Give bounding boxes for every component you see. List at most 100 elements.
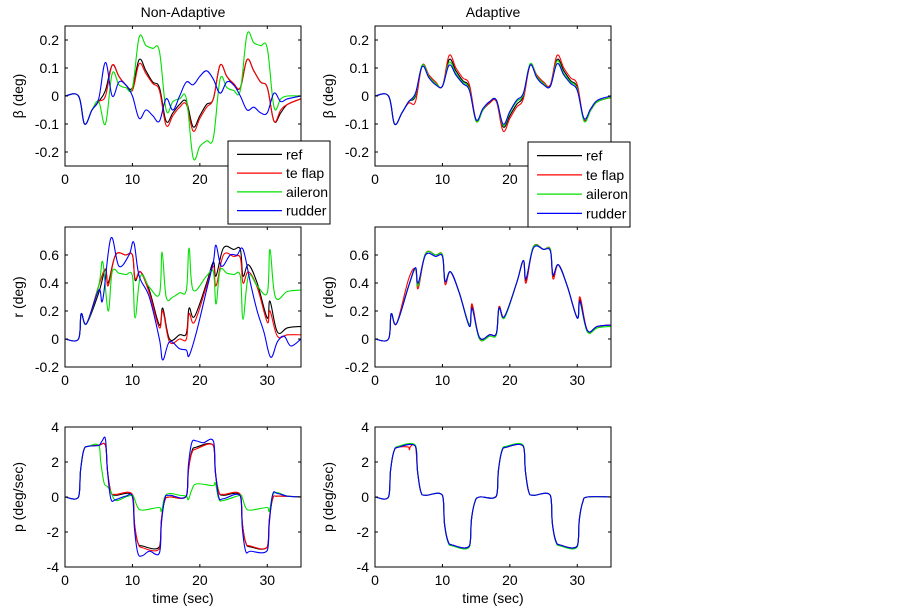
- x-tick-label: 30: [569, 572, 585, 588]
- series-line-te-flap: [65, 442, 301, 552]
- x-tick-label: 20: [502, 372, 518, 388]
- y-tick-label: 4: [51, 419, 59, 435]
- axes-frame: [64, 226, 302, 368]
- series-line-aileron: [65, 247, 301, 342]
- y-tick-label: 0.4: [40, 275, 60, 291]
- y-tick-label: 0: [51, 331, 59, 347]
- series-group: [375, 54, 611, 133]
- chart-r-nonadaptive: 0 10 20 300.60.40.20-0.2r (deg): [10, 226, 302, 388]
- y-tick-label: -2: [47, 524, 60, 540]
- x-tick-label: 10: [125, 372, 141, 388]
- x-tick-label: 10: [125, 171, 141, 187]
- chart-title: Non-Adaptive: [141, 4, 226, 20]
- x-tick-label: 20: [192, 372, 208, 388]
- y-axis-label: β (deg): [10, 74, 26, 119]
- y-tick-label: -0.1: [35, 116, 59, 132]
- x-tick-label: 0: [371, 572, 379, 588]
- y-tick-label: -4: [47, 559, 60, 575]
- x-tick-label: 0: [61, 171, 69, 187]
- legend: ref te flap aileron rudder: [227, 140, 331, 225]
- series-line-rudder: [65, 61, 301, 125]
- series-line-te-flap: [375, 54, 611, 133]
- plot-area: [65, 227, 301, 367]
- y-tick-label: 0: [51, 88, 59, 104]
- y-axis-label: p (deg/sec): [10, 462, 26, 532]
- chart-r-adaptive: 0 10 20 300.60.40.20-0.2r (deg): [320, 226, 612, 388]
- y-tick-label: 0.6: [40, 247, 60, 263]
- x-tick-label: 30: [259, 372, 275, 388]
- x-tick-label: 10: [435, 171, 451, 187]
- y-tick-label: 0.6: [350, 247, 370, 263]
- legend-label: te flap: [586, 167, 624, 183]
- x-tick-label: 30: [569, 372, 585, 388]
- series-line-rudder: [375, 63, 611, 126]
- series-line-rudder: [65, 436, 301, 557]
- legend-label: ref: [586, 148, 602, 164]
- series-line-rudder: [65, 236, 301, 361]
- x-tick-label: 30: [259, 572, 275, 588]
- y-tick-label: 0.2: [40, 32, 60, 48]
- x-tick-label: 20: [502, 572, 518, 588]
- axes-frame: [374, 226, 612, 368]
- y-tick-label: 0.1: [350, 60, 370, 76]
- legend-label: aileron: [286, 184, 328, 200]
- x-axis-label: time (sec): [462, 590, 523, 606]
- x-tick-label: 0: [61, 372, 69, 388]
- y-tick-label: 2: [51, 454, 59, 470]
- y-axis-label: β (deg): [320, 74, 336, 119]
- plot-area: [375, 427, 611, 567]
- y-tick-label: -0.2: [345, 359, 369, 375]
- series-group: [375, 243, 611, 342]
- x-tick-label: 10: [125, 572, 141, 588]
- y-tick-label: -0.2: [35, 144, 59, 160]
- y-tick-label: 0.2: [350, 32, 370, 48]
- series-line-aileron: [65, 443, 301, 513]
- series-line-aileron: [65, 31, 301, 161]
- y-tick-label: 0.2: [40, 303, 60, 319]
- legend-label: ref: [286, 146, 302, 162]
- series-group: [65, 436, 301, 557]
- y-tick-label: 0.4: [350, 275, 370, 291]
- y-tick-label: 0: [51, 489, 59, 505]
- y-tick-label: 0: [361, 331, 369, 347]
- plot-area: [375, 227, 611, 367]
- x-tick-label: 0: [371, 372, 379, 388]
- y-axis-label: r (deg): [320, 276, 336, 317]
- y-tick-label: 4: [361, 419, 369, 435]
- y-tick-label: -4: [357, 559, 370, 575]
- y-axis-label: r (deg): [10, 276, 26, 317]
- x-tick-label: 20: [502, 171, 518, 187]
- series-line-rudder: [375, 245, 611, 342]
- x-tick-label: 10: [435, 572, 451, 588]
- x-tick-label: 20: [192, 171, 208, 187]
- x-tick-label: 0: [371, 171, 379, 187]
- series-group: [375, 442, 611, 550]
- legend: ref te flap aileron rudder: [527, 141, 631, 228]
- y-tick-label: 2: [361, 454, 369, 470]
- y-tick-label: 0.2: [350, 303, 370, 319]
- y-tick-label: 0: [361, 489, 369, 505]
- x-tick-label: 0: [61, 572, 69, 588]
- y-tick-label: 0: [361, 88, 369, 104]
- series-line-rudder: [375, 443, 611, 549]
- x-axis-label: time (sec): [152, 590, 213, 606]
- legend-label: rudder: [286, 203, 327, 219]
- x-tick-label: 10: [435, 372, 451, 388]
- legend-label: rudder: [586, 205, 627, 221]
- series-group: [65, 31, 301, 161]
- y-tick-label: 0.1: [40, 60, 60, 76]
- series-group: [65, 236, 301, 361]
- y-tick-label: -0.2: [35, 359, 59, 375]
- y-tick-label: -0.1: [345, 116, 369, 132]
- legend-label: te flap: [286, 165, 324, 181]
- y-tick-label: -2: [357, 524, 370, 540]
- series-line-te-flap: [65, 252, 301, 345]
- y-axis-label: p (deg/sec): [320, 462, 336, 532]
- x-tick-label: 20: [192, 572, 208, 588]
- plot-area: [65, 427, 301, 567]
